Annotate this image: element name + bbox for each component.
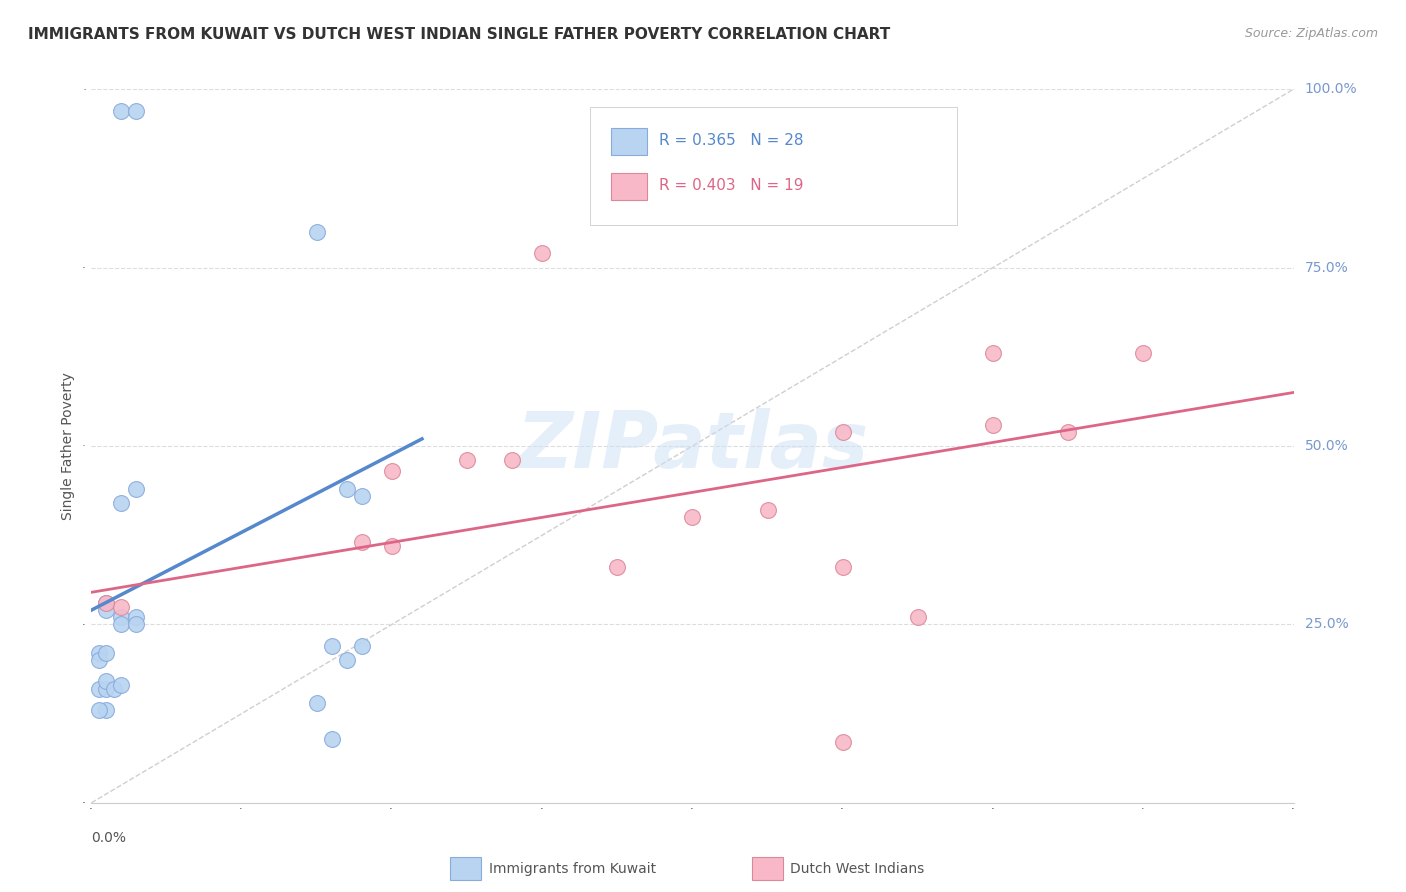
Text: 0.0%: 0.0% xyxy=(91,831,127,846)
Y-axis label: Single Father Poverty: Single Father Poverty xyxy=(60,372,75,520)
Point xyxy=(321,731,343,746)
Point xyxy=(501,453,523,467)
Point xyxy=(350,489,373,503)
Point xyxy=(531,246,554,260)
Point xyxy=(110,103,132,118)
Text: 100.0%: 100.0% xyxy=(1305,82,1357,96)
Text: Dutch West Indians: Dutch West Indians xyxy=(790,862,924,876)
Point xyxy=(305,696,328,710)
Point xyxy=(96,674,118,689)
Point xyxy=(87,653,110,667)
FancyBboxPatch shape xyxy=(591,107,957,225)
Point xyxy=(381,539,404,553)
Point xyxy=(87,703,110,717)
Text: R = 0.365   N = 28: R = 0.365 N = 28 xyxy=(659,133,803,148)
Point xyxy=(907,610,929,624)
Point xyxy=(456,453,478,467)
Text: 50.0%: 50.0% xyxy=(1305,439,1348,453)
Point xyxy=(350,535,373,549)
Point xyxy=(1132,346,1154,360)
Point xyxy=(831,560,853,574)
Point xyxy=(981,417,1004,432)
Point xyxy=(96,596,118,610)
Text: 25.0%: 25.0% xyxy=(1305,617,1348,632)
Point xyxy=(350,639,373,653)
Text: IMMIGRANTS FROM KUWAIT VS DUTCH WEST INDIAN SINGLE FATHER POVERTY CORRELATION CH: IMMIGRANTS FROM KUWAIT VS DUTCH WEST IND… xyxy=(28,27,890,42)
Point xyxy=(125,103,148,118)
Point xyxy=(831,425,853,439)
Point xyxy=(110,610,132,624)
Point xyxy=(981,346,1004,360)
Text: Immigrants from Kuwait: Immigrants from Kuwait xyxy=(489,862,657,876)
Point xyxy=(336,653,359,667)
FancyBboxPatch shape xyxy=(610,173,647,200)
Point xyxy=(1057,425,1080,439)
Text: 75.0%: 75.0% xyxy=(1305,260,1348,275)
FancyBboxPatch shape xyxy=(610,128,647,155)
Point xyxy=(381,464,404,478)
Point xyxy=(87,646,110,660)
Point xyxy=(321,639,343,653)
Point xyxy=(756,503,779,517)
Point xyxy=(96,646,118,660)
Point xyxy=(87,681,110,696)
Point xyxy=(110,678,132,692)
Point xyxy=(103,681,125,696)
Point xyxy=(125,482,148,496)
Point xyxy=(96,703,118,717)
Point xyxy=(305,225,328,239)
Point xyxy=(336,482,359,496)
Point xyxy=(831,735,853,749)
Point xyxy=(110,496,132,510)
Point xyxy=(96,681,118,696)
Text: Source: ZipAtlas.com: Source: ZipAtlas.com xyxy=(1244,27,1378,40)
Point xyxy=(125,617,148,632)
Point xyxy=(110,617,132,632)
Text: ZIPatlas: ZIPatlas xyxy=(516,408,869,484)
Point xyxy=(606,560,628,574)
Point xyxy=(681,510,703,524)
Text: R = 0.403   N = 19: R = 0.403 N = 19 xyxy=(659,178,803,193)
Point xyxy=(125,610,148,624)
Point xyxy=(96,596,118,610)
Point xyxy=(96,603,118,617)
Point xyxy=(110,599,132,614)
